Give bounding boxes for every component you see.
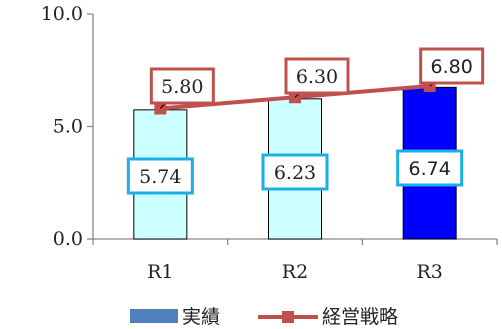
bar-data-labels: 5.74 6.23 6.74 xyxy=(126,149,464,195)
bar-label-text: 6.74 xyxy=(409,158,451,180)
legend-label-line: 経営戦略 xyxy=(322,306,398,328)
line-data-label: 6.30 xyxy=(284,57,350,98)
x-tick-label: R1 xyxy=(147,261,173,283)
line-label-text: 5.80 xyxy=(161,76,203,98)
line-data-labels: 5.80 6.30 6.80 xyxy=(149,47,485,109)
line-label-text: 6.30 xyxy=(296,66,338,88)
line-label-box xyxy=(284,57,350,95)
x-tick-label: R3 xyxy=(416,261,442,283)
legend-swatch-bar xyxy=(130,309,178,323)
line-data-label: 6.80 xyxy=(419,47,485,87)
legend-label-bar: 実績 xyxy=(182,306,220,328)
bar-data-label: 6.74 xyxy=(396,149,464,187)
y-tick-label: 0.0 xyxy=(53,228,83,250)
line-label-text: 6.80 xyxy=(431,56,473,78)
bar-label-text: 6.23 xyxy=(274,162,316,184)
legend-swatch-marker xyxy=(282,311,294,323)
line-data-label: 5.80 xyxy=(149,67,215,109)
bar-label-box xyxy=(396,149,464,187)
line-label-box xyxy=(149,67,215,105)
bar-data-label: 6.23 xyxy=(261,153,329,191)
bar-data-label: 5.74 xyxy=(126,157,194,195)
bar-label-box xyxy=(126,157,194,195)
x-tick-label: R2 xyxy=(282,261,308,283)
line-label-box xyxy=(419,47,485,85)
y-tick-label: 10.0 xyxy=(41,3,83,25)
bar-label-text: 5.74 xyxy=(139,166,181,188)
bar-label-box xyxy=(261,153,329,191)
y-tick-label: 5.0 xyxy=(53,116,83,138)
legend: 実績 経営戦略 xyxy=(130,306,398,328)
